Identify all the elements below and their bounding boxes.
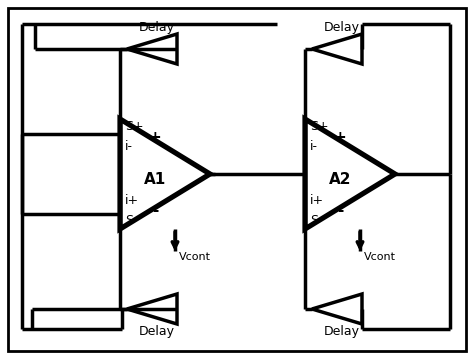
Text: +: + <box>334 130 346 145</box>
Text: Vcont: Vcont <box>179 252 211 262</box>
Text: S+: S+ <box>125 121 144 134</box>
Text: S+: S+ <box>310 121 328 134</box>
Text: i-: i- <box>125 140 133 154</box>
Text: i-: i- <box>310 140 318 154</box>
Polygon shape <box>305 119 395 229</box>
Text: Delay: Delay <box>139 325 175 337</box>
Text: i+: i+ <box>125 195 139 208</box>
Text: A2: A2 <box>329 172 351 186</box>
Text: i+: i+ <box>310 195 324 208</box>
Text: Delay: Delay <box>324 20 360 33</box>
Polygon shape <box>127 294 177 324</box>
Text: S-: S- <box>125 214 137 228</box>
Polygon shape <box>312 294 362 324</box>
Text: Delay: Delay <box>139 20 175 33</box>
Text: Vcont: Vcont <box>364 252 396 262</box>
Polygon shape <box>120 119 210 229</box>
Text: A1: A1 <box>144 172 166 186</box>
Polygon shape <box>312 34 362 64</box>
Text: S-: S- <box>310 214 322 228</box>
Text: Delay: Delay <box>324 325 360 337</box>
Text: -: - <box>152 204 158 219</box>
Text: +: + <box>149 130 161 145</box>
Polygon shape <box>127 34 177 64</box>
Text: -: - <box>337 204 343 219</box>
